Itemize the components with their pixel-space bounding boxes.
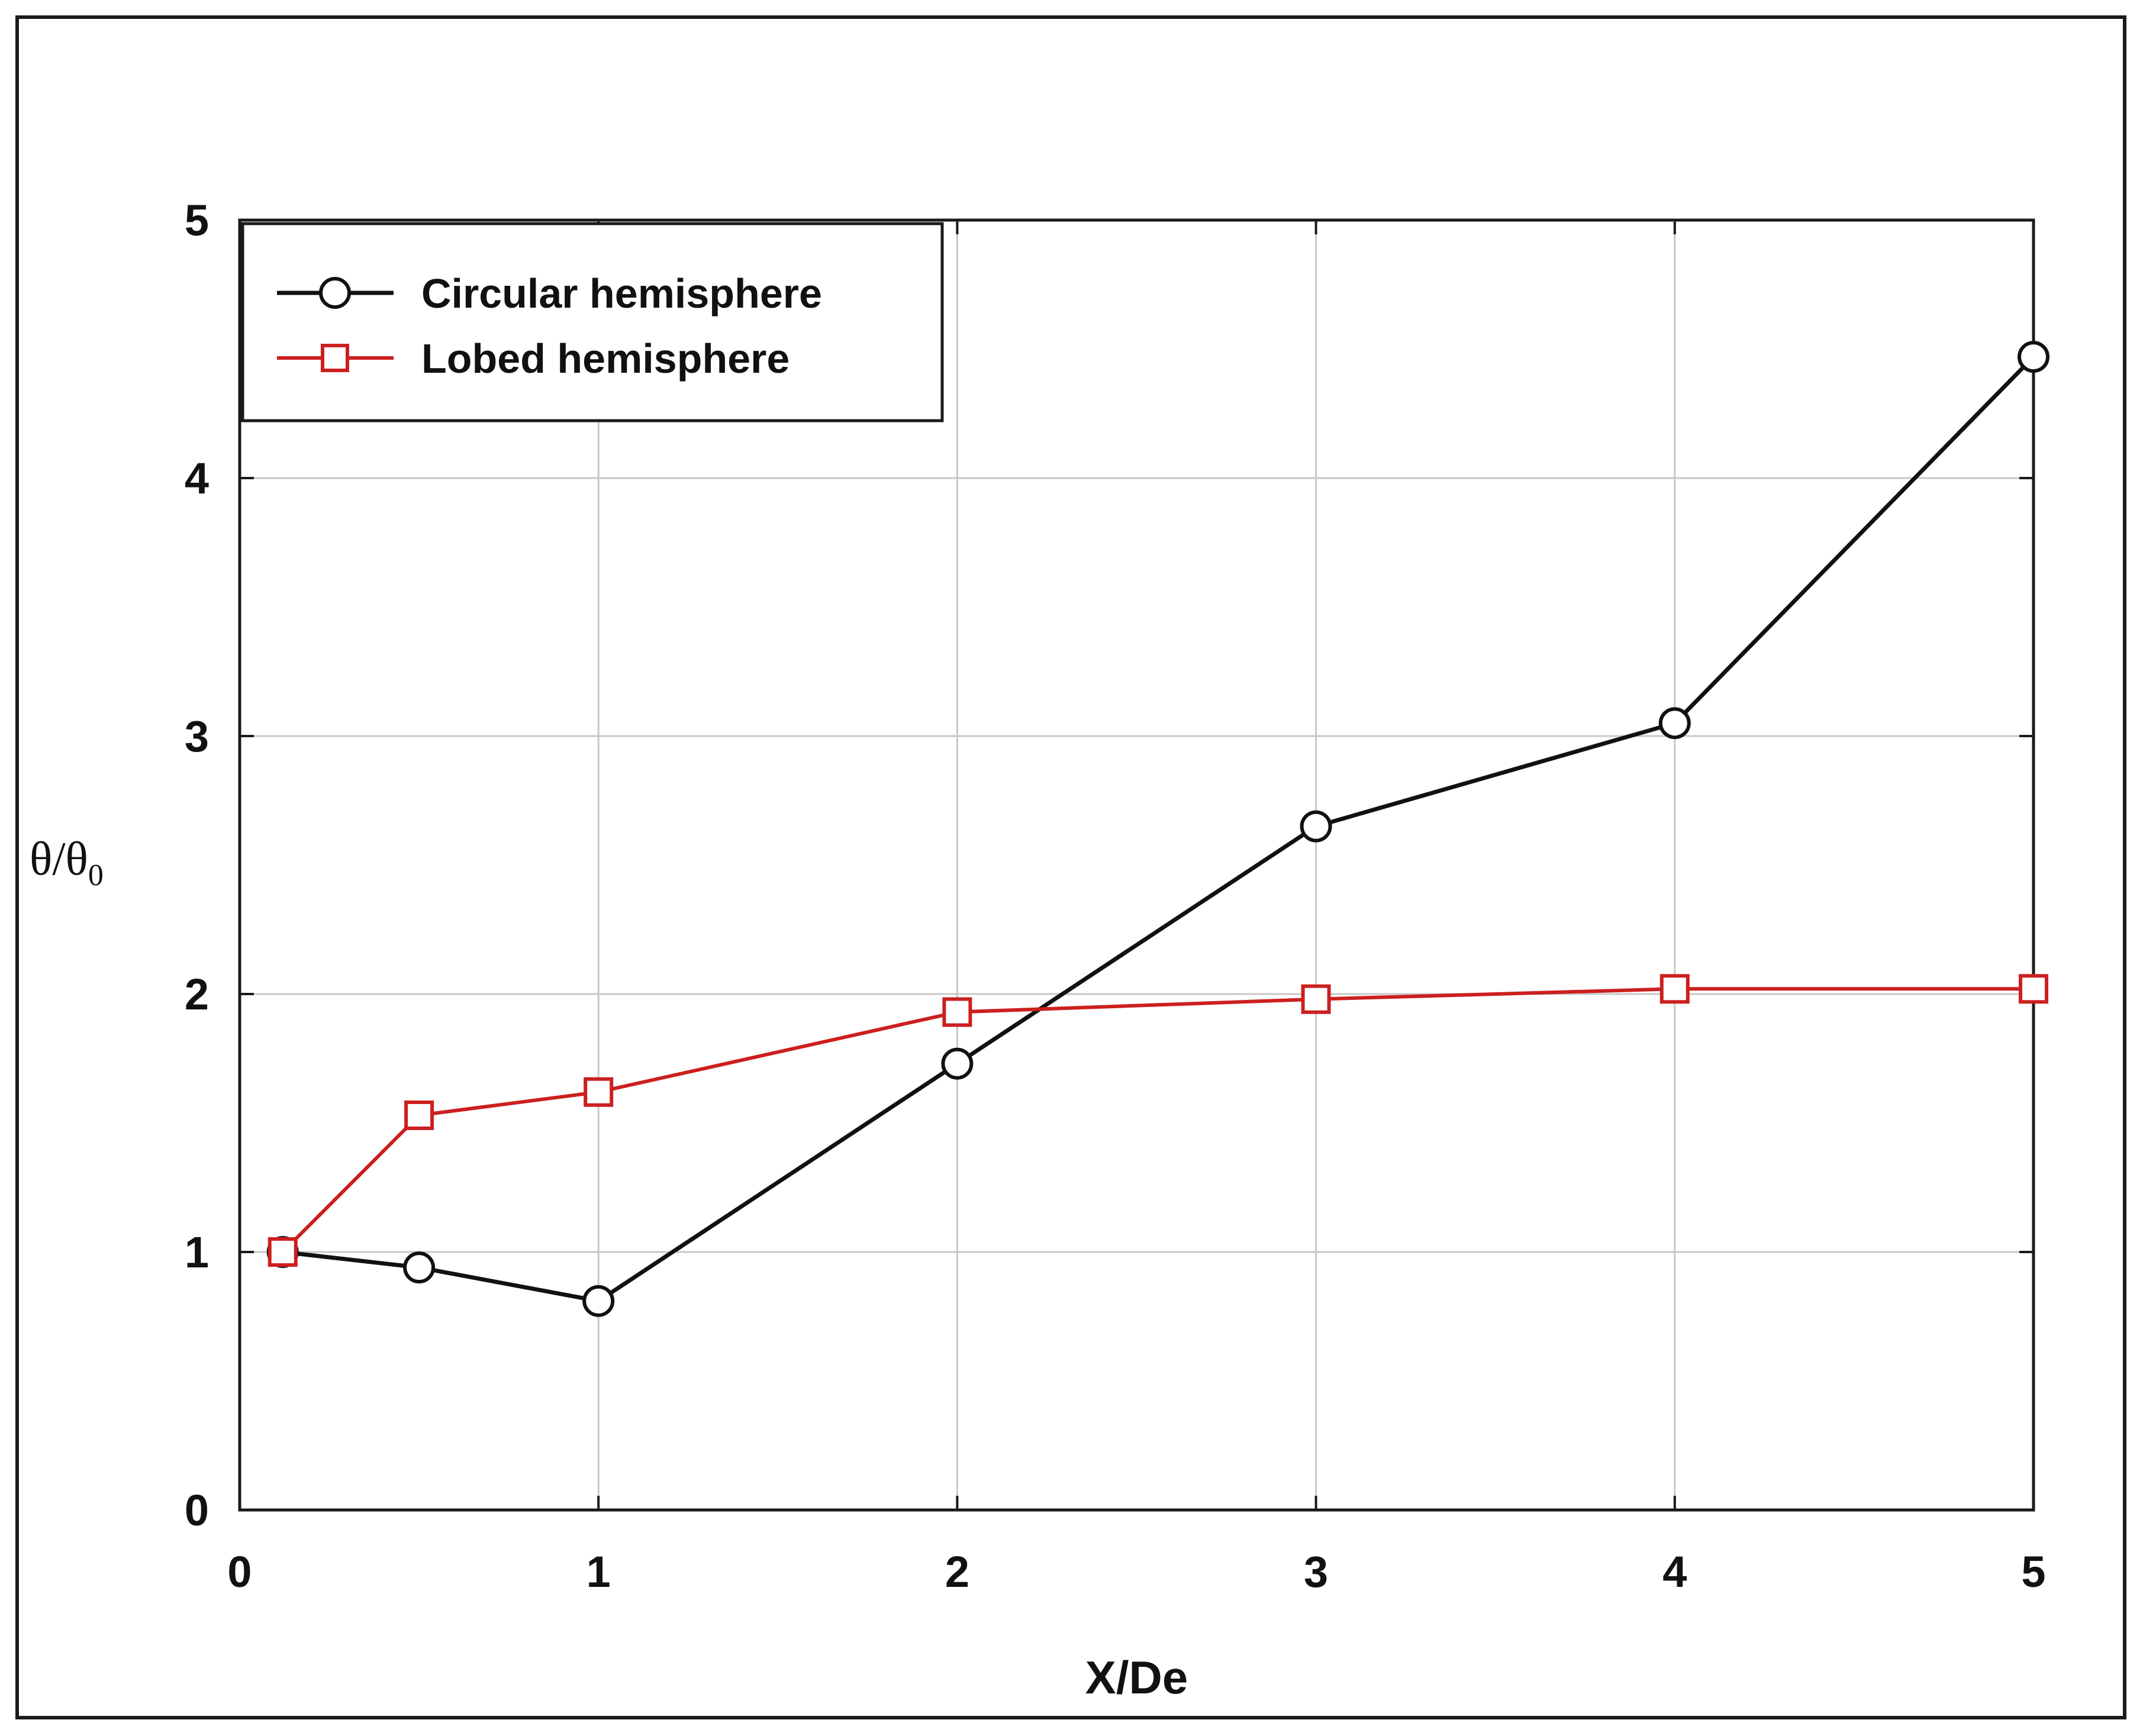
x-tick-label: 4 [1662,1547,1687,1596]
x-tick-label: 1 [586,1547,611,1596]
data-point-circle [941,1047,974,1080]
data-point-circle [1658,707,1691,740]
data-point-square [1659,974,1690,1004]
figure-frame [15,15,2126,1719]
data-point-square [268,1237,298,1267]
series-line [281,987,2034,1254]
axis-ticks: 0 1 2 3 4 5 0 1 2 3 4 5 [185,196,2046,1596]
y-tick-label: 5 [185,196,209,245]
x-tick-label: 3 [1304,1547,1328,1596]
y-tick-label: 2 [185,970,209,1019]
x-tick-label: 2 [945,1547,969,1596]
series-line [282,355,2035,1303]
legend-box [241,222,944,422]
x-tick-label: 0 [227,1547,252,1596]
y-tick-label: 0 [185,1486,209,1535]
y-tick-label: 1 [185,1228,209,1277]
legend-label-lobed: Lobed hemisphere [421,335,789,382]
data-point-square [2019,974,2048,1004]
y-axis-label: θ/θ0 [30,833,104,892]
legend-marker-circle-icon [319,277,351,309]
data-point-square [584,1077,614,1107]
series-circular [266,341,2049,1317]
legend-label-circular: Circular hemisphere [421,270,822,317]
x-axis-label: X/De [1085,1651,1188,1703]
data-point-circle [582,1285,615,1317]
data-point-circle [2018,341,2049,373]
data-point-square [942,997,972,1027]
data-point-square [1301,984,1331,1014]
data-point-circle [403,1251,436,1284]
legend-marker-square-icon [321,344,349,372]
y-tick-label: 3 [185,712,209,761]
y-axis-label-main: θ/θ [30,833,88,885]
x-tick-label: 5 [2021,1547,2045,1596]
y-tick-label: 4 [185,454,209,503]
series-lobed [268,974,2048,1267]
data-point-circle [1300,810,1332,843]
plot-area [238,218,2035,1512]
series-group [266,341,2049,1317]
y-axis-label-subscript: 0 [88,859,104,892]
legend: Circular hemisphere Lobed hemisphere [241,222,944,422]
data-point-square [404,1100,434,1130]
